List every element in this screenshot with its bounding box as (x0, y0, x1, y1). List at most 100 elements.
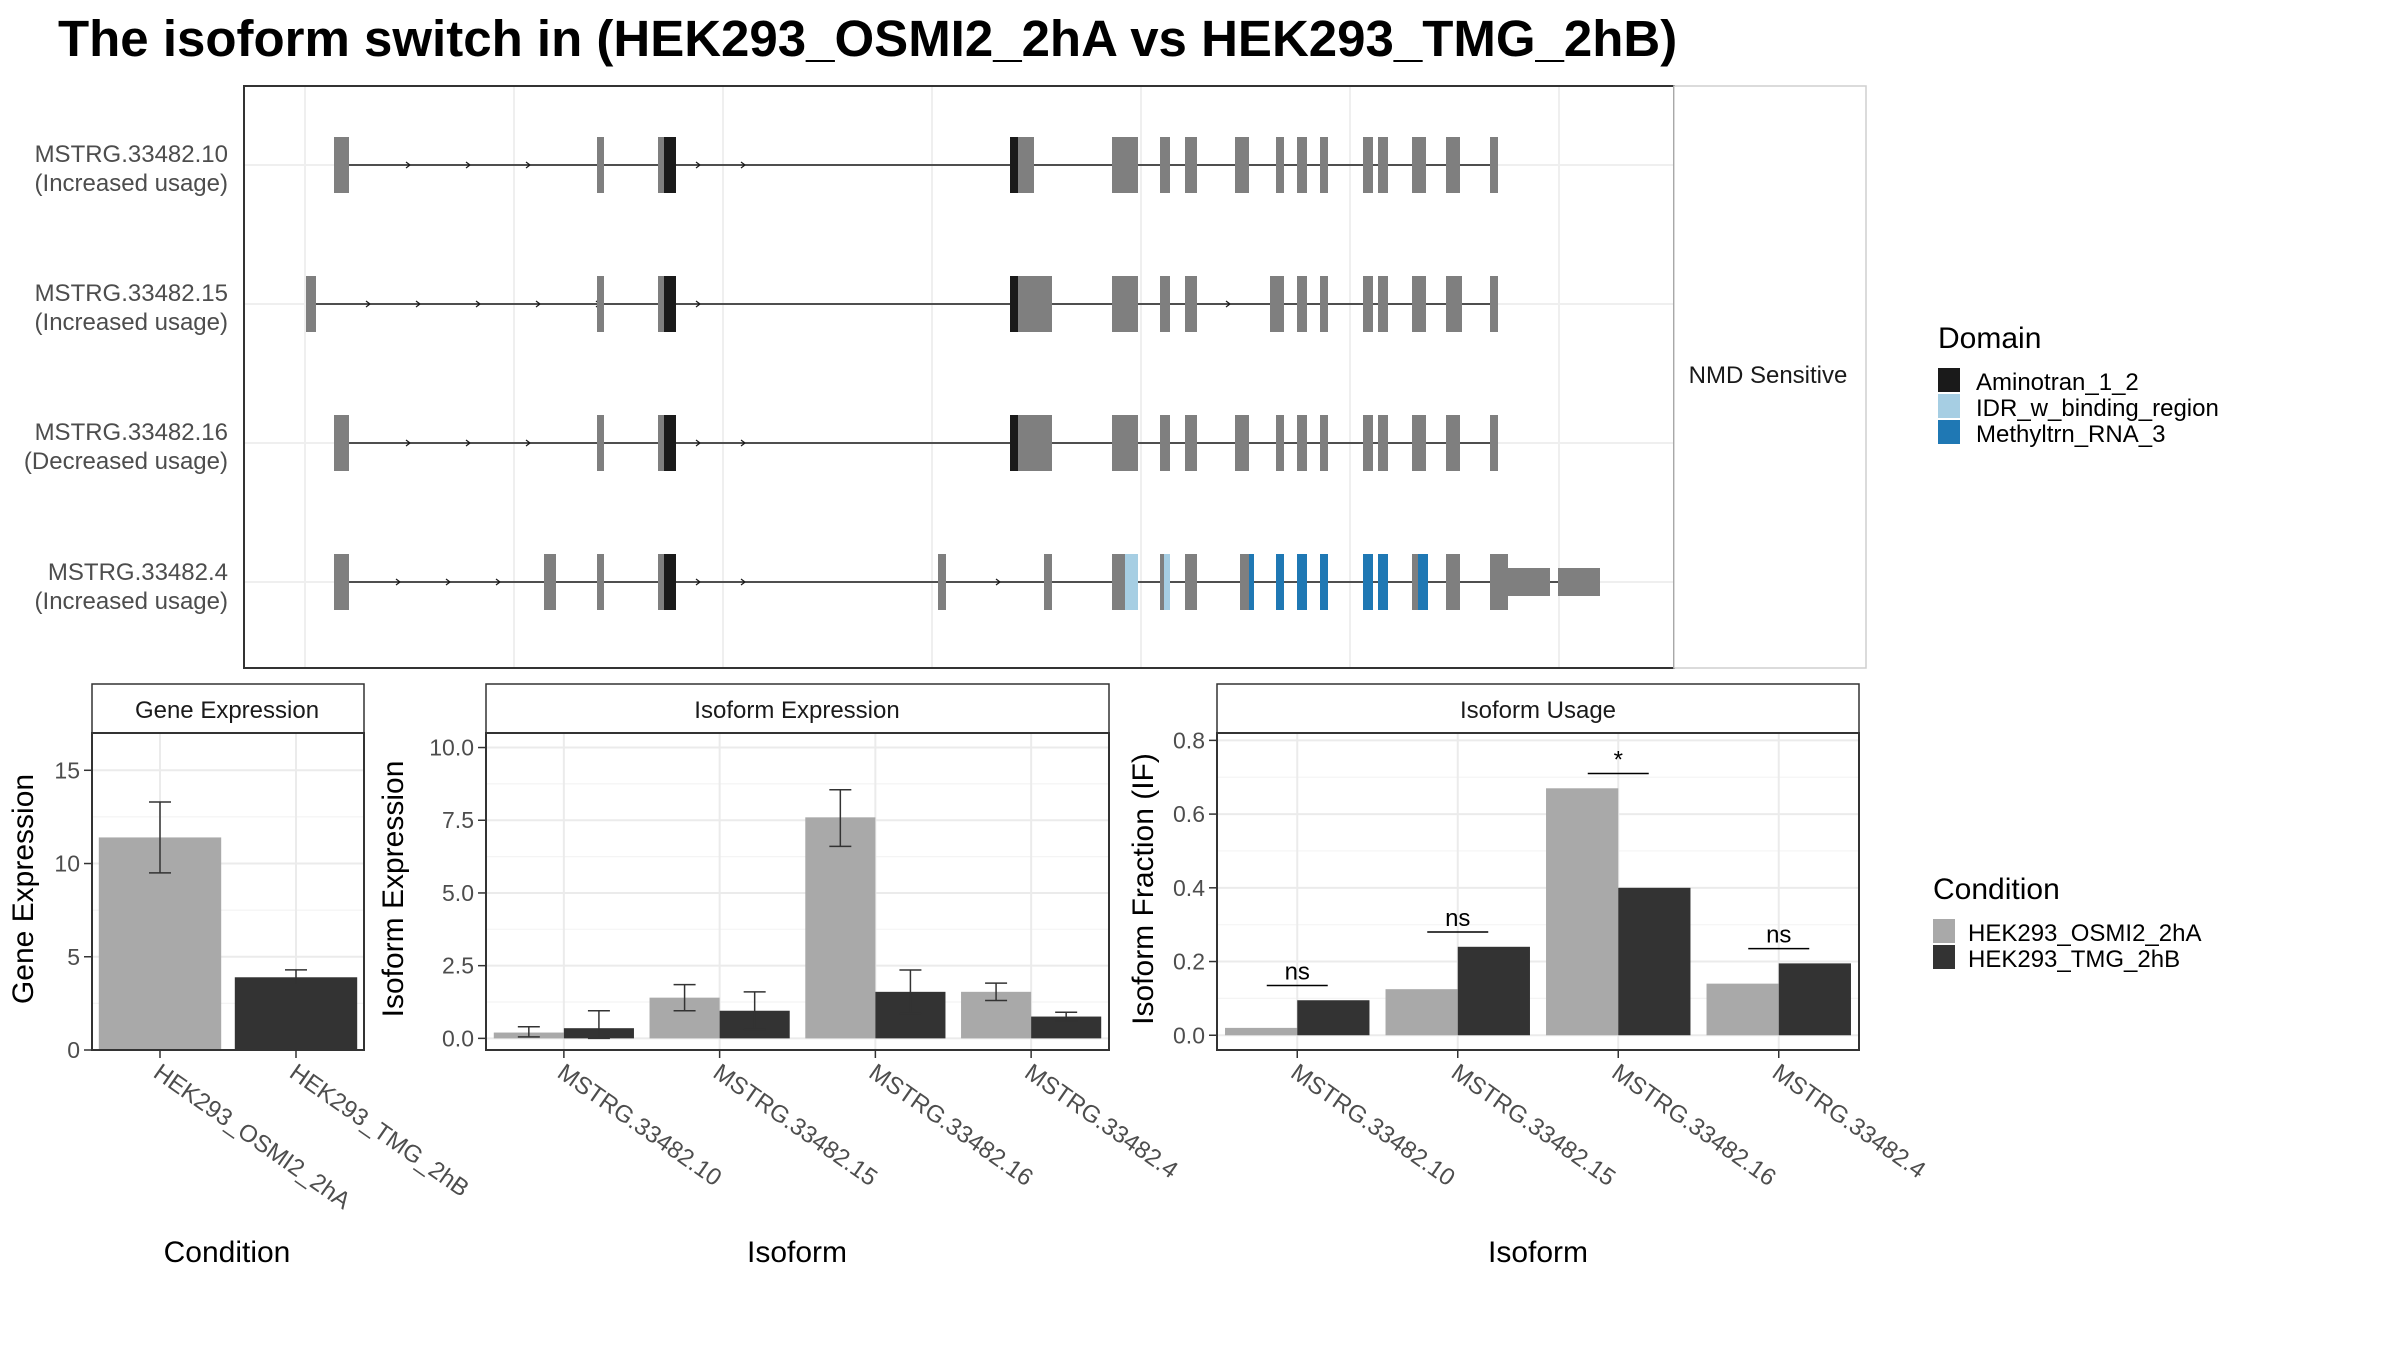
isoform-expression-panel: Isoform Expression Isoform Isoform Expre… (377, 683, 1183, 1269)
exon (1412, 137, 1426, 193)
strand-arrow (405, 439, 411, 447)
isoform-usage-x-title: Isoform (1488, 1236, 1588, 1269)
exon (1112, 415, 1138, 471)
exon (1508, 568, 1550, 596)
bar-MSTRG.33482.10-HEK293_OSMI2_2hA (1225, 1027, 1298, 1036)
exon (1446, 415, 1460, 471)
isoform-label-4-name: MSTRG.33482.4 (48, 559, 228, 586)
exon (1490, 554, 1508, 610)
exon (1297, 415, 1307, 471)
exon (1018, 276, 1052, 332)
strand-arrow (415, 300, 421, 308)
exon (1249, 554, 1254, 610)
x-tick-label: MSTRG.33482.15 (1446, 1059, 1620, 1192)
exon (1412, 415, 1426, 471)
exon (1378, 554, 1388, 610)
strand-arrow (395, 578, 401, 586)
exon (1412, 276, 1426, 332)
exon (1446, 137, 1460, 193)
isoform-label-1-name: MSTRG.33482.10 (35, 141, 228, 168)
exon (334, 415, 349, 471)
legend-key-osmi2 (1933, 919, 1955, 943)
strand-arrow (740, 439, 746, 447)
exon (1378, 137, 1388, 193)
structure-strip (1673, 85, 1867, 669)
y-tick-label: 0 (67, 1037, 80, 1063)
strand-arrow (695, 300, 701, 308)
panel-plot-border (91, 732, 365, 1051)
y-tick-label: 5 (67, 944, 80, 970)
y-tick-label: 0.0 (442, 1025, 474, 1051)
strand-arrow (405, 161, 411, 169)
exon (664, 415, 676, 471)
exon (1320, 276, 1328, 332)
exon (1160, 276, 1170, 332)
y-tick-label: 0.8 (1173, 727, 1205, 753)
exon (544, 554, 556, 610)
exon (1160, 554, 1166, 610)
gene-expression-panel: Gene Expression Condition Gene Expressio… (7, 683, 474, 1269)
bar-MSTRG.33482.10-HEK293_TMG_2hB (1297, 1000, 1370, 1036)
y-tick-label: 0.2 (1173, 949, 1205, 975)
exon (597, 554, 604, 610)
bar-MSTRG.33482.16-HEK293_TMG_2hB (1618, 887, 1691, 1036)
strand-arrow (495, 578, 501, 586)
exon (1276, 554, 1284, 610)
bar-HEK293_TMG_2hB (234, 977, 358, 1050)
exon (1185, 415, 1197, 471)
strand-arrow (995, 578, 1001, 586)
panel-strip (91, 683, 365, 734)
isoform-usage-panel: Isoform Usage Isoform Isoform Fraction (… (1127, 683, 1930, 1269)
exon (1297, 276, 1307, 332)
exon (1558, 568, 1600, 596)
exon (1378, 276, 1388, 332)
exon (664, 137, 676, 193)
exon (1235, 137, 1249, 193)
y-tick-label: 0.4 (1173, 875, 1205, 901)
exon (334, 554, 349, 610)
x-tick-label: MSTRG.33482.10 (552, 1059, 726, 1192)
y-tick-label: 10.0 (429, 735, 474, 761)
bar-MSTRG.33482.16-HEK293_OSMI2_2hA (1546, 788, 1619, 1036)
strand-arrow (740, 161, 746, 169)
exon (1297, 137, 1307, 193)
y-tick-label: 15 (54, 757, 80, 783)
transcript-track-3 (334, 415, 1498, 471)
strand-arrow (1225, 300, 1231, 308)
strand-arrow (695, 439, 701, 447)
exon (1363, 415, 1373, 471)
exon (1018, 415, 1052, 471)
legend-key-methyltrn (1938, 420, 1960, 444)
exon (1010, 276, 1018, 332)
exon (658, 137, 668, 193)
exon (664, 554, 676, 610)
isoform-expression-x-title: Isoform (747, 1236, 847, 1269)
significance-label: ns (1445, 905, 1470, 932)
bar-MSTRG.33482.15-HEK293_TMG_2hB (1457, 946, 1530, 1036)
exon (1446, 554, 1460, 610)
exon (597, 137, 604, 193)
isoform-label-3-name: MSTRG.33482.16 (35, 419, 228, 446)
x-tick-label: MSTRG.33482.10 (1286, 1059, 1460, 1192)
exon (1320, 137, 1328, 193)
isoform-label-2-name: MSTRG.33482.15 (35, 280, 228, 307)
exon (1490, 415, 1498, 471)
legend-label-methyltrn: Methyltrn_RNA_3 (1976, 421, 2165, 448)
transcript-track-4 (334, 554, 1600, 610)
bar-MSTRG.33482.15-HEK293_OSMI2_2hA (1385, 989, 1458, 1036)
exon (1044, 554, 1052, 610)
exon (938, 554, 946, 610)
exon (1125, 554, 1138, 610)
condition-legend-title: Condition (1933, 873, 2060, 906)
exon (664, 276, 676, 332)
exon (1240, 554, 1249, 610)
exon (1490, 276, 1498, 332)
exon (1418, 554, 1428, 610)
structure-plot-bg (244, 86, 1674, 668)
isoform-label-4-usage: (Increased usage) (35, 588, 228, 615)
exon (1185, 137, 1197, 193)
x-tick-label: MSTRG.33482.15 (708, 1059, 882, 1192)
exon (1164, 554, 1170, 610)
exon (1018, 137, 1034, 193)
